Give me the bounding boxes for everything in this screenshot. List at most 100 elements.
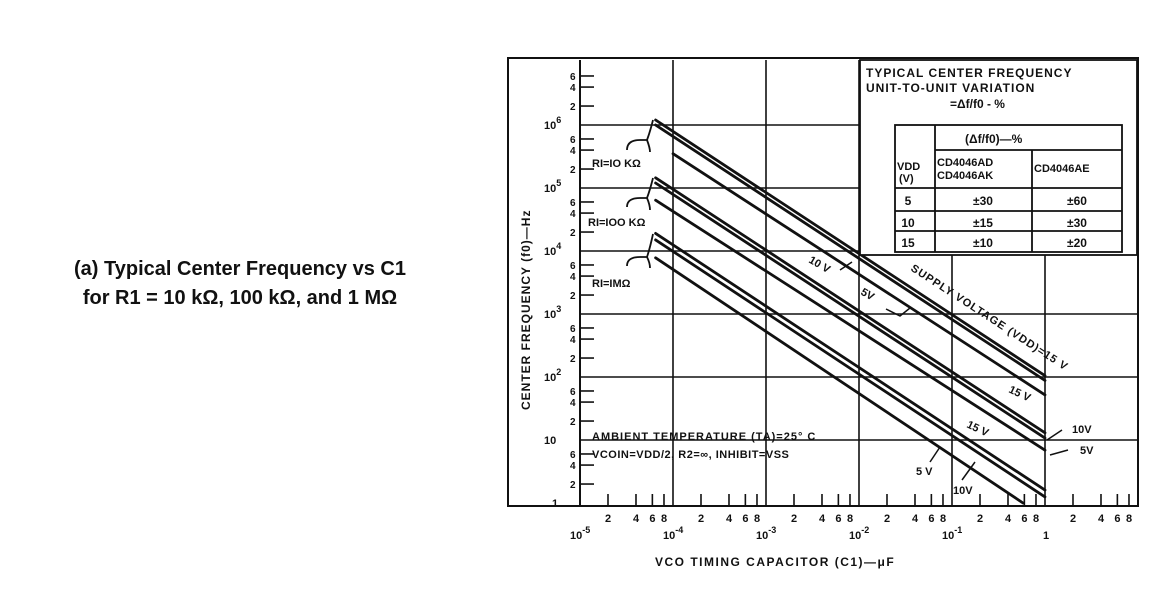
y-major-tick-label: 104 — [544, 241, 561, 258]
y-minor-tick-label: 4 — [570, 461, 576, 472]
table-cell-ae: ±30 — [1067, 216, 1087, 230]
series-line-3 — [671, 152, 1047, 397]
y-minor-tick-label: 4 — [570, 83, 576, 94]
table-title-2: UNIT-TO-UNIT VARIATION — [866, 81, 1035, 95]
tick-exponent: -2 — [861, 525, 869, 535]
x-axis-label: VCO TIMING CAPACITOR (C1)—μF — [655, 555, 895, 569]
annotation-10v-low: 10V — [953, 485, 973, 497]
x-minor-tick-label: 8 — [1033, 513, 1039, 525]
x-minor-tick-label: 4 — [912, 513, 919, 525]
x-minor-tick-label: 6 — [835, 513, 841, 525]
x-minor-tick-label: 2 — [698, 513, 704, 525]
y-minor-tick-label: 6 — [570, 450, 576, 461]
y-minor-tick-label: 4 — [570, 272, 576, 283]
tick-exponent: -1 — [954, 525, 962, 535]
x-major-tick-label: 10-1 — [942, 525, 962, 542]
table-cell-vdd: 10 — [901, 216, 915, 230]
x-minor-tick-label: 6 — [928, 513, 934, 525]
y-minor-tick-label: 4 — [570, 146, 576, 157]
figure-caption: (a) Typical Center Frequency vs C1 for R… — [20, 255, 460, 313]
caption-line-2: for R1 = 10 kΩ, 100 kΩ, and 1 MΩ — [82, 287, 398, 309]
table-col-ae: CD4046AE — [1034, 163, 1090, 175]
table-col-adak-2: CD4046AK — [937, 170, 993, 182]
x-minor-tick-label: 2 — [791, 513, 797, 525]
y-minor-tick-label: 4 — [570, 398, 576, 409]
group-label-10k: RI=IO KΩ — [592, 158, 641, 170]
series-line-8 — [654, 238, 1047, 499]
series-line-9 — [654, 256, 1025, 505]
x-major-tick-label: 10-4 — [663, 525, 683, 542]
y-minor-tick-label: 6 — [570, 72, 576, 83]
table-cell-vdd: 5 — [905, 194, 912, 208]
annotation-10v-right: 10V — [1072, 424, 1092, 436]
table-cell-adak: ±10 — [973, 236, 993, 250]
annotation-15v-mid: 15 V — [1007, 384, 1033, 405]
x-major-tick-label: 10-2 — [849, 525, 869, 542]
bracket-100k — [626, 177, 654, 211]
y-minor-tick-label: 2 — [570, 480, 576, 491]
x-minor-tick-label: 8 — [1126, 513, 1132, 525]
x-minor-tick-label: 2 — [884, 513, 890, 525]
variation-table: TYPICAL CENTER FREQUENCY UNIT-TO-UNIT VA… — [859, 59, 1138, 256]
table-col-adak-1: CD4046AD — [937, 157, 993, 169]
series-lines — [654, 118, 1047, 505]
group-label-1m: RI=IMΩ — [592, 278, 631, 290]
bracket-10k — [626, 119, 654, 153]
y-minor-tick-label: 4 — [570, 209, 576, 220]
annotation-5v-upper: 5V — [859, 286, 877, 303]
caption-line-1: (a) Typical Center Frequency vs C1 — [74, 258, 406, 280]
series-line-7 — [654, 232, 1047, 492]
table-col-vdd-unit: (V) — [899, 173, 914, 185]
y-minor-tick-label: 4 — [570, 335, 576, 346]
annotation-5v-right: 5V — [1080, 445, 1094, 457]
y-major-tick-label: 102 — [544, 367, 561, 384]
annotation-10v-upper: 10 V — [807, 254, 833, 276]
y-major-tick-label: 105 — [544, 178, 561, 195]
x-major-tick-label: 1 — [1043, 530, 1049, 542]
annotation-leaders — [839, 261, 1069, 481]
y-minor-tick-label: 2 — [570, 354, 576, 365]
table-header: (Δf/f0)—% — [965, 132, 1023, 146]
x-major-tick-label: 10-5 — [570, 525, 590, 542]
x-minor-tick-label: 8 — [940, 513, 946, 525]
y-minor-tick-label: 6 — [570, 135, 576, 146]
table-title-3: =Δf/f0 - % — [950, 97, 1005, 111]
y-minor-tick-label: 6 — [570, 261, 576, 272]
x-minor-tick-label: 8 — [661, 513, 667, 525]
annotation-15v-low: 15 V — [965, 419, 991, 440]
tick-exponent: 4 — [556, 241, 561, 251]
x-minor-tick-label: 6 — [1114, 513, 1120, 525]
series-line-6 — [654, 198, 1047, 452]
x-minor-tick-label: 4 — [633, 513, 640, 525]
y-minor-tick-label: 6 — [570, 198, 576, 209]
series-line-2 — [654, 123, 1047, 382]
tick-exponent: 3 — [556, 304, 561, 314]
y-minor-tick-label: 2 — [570, 291, 576, 302]
x-minor-tick-label: 4 — [1098, 513, 1105, 525]
x-major-tick-label: 10-3 — [756, 525, 776, 542]
conditions-note: VCOIN=VDD/2, R2=∞, INHIBIT=VSS — [592, 449, 789, 461]
series-line-5 — [654, 181, 1047, 440]
table-col-vdd: VDD — [897, 161, 920, 173]
x-minor-tick-label: 4 — [726, 513, 733, 525]
x-minor-tick-label: 2 — [1070, 513, 1076, 525]
annotation-5v-low: 5 V — [916, 466, 933, 478]
plot-frame — [507, 57, 1139, 507]
x-minor-tick-label: 6 — [742, 513, 748, 525]
table-cell-adak: ±15 — [973, 216, 993, 230]
group-label-100k: RI=IOO KΩ — [588, 217, 646, 229]
series-line-4 — [654, 176, 1047, 435]
table-cell-ae: ±60 — [1067, 194, 1087, 208]
y-minor-tick-label: 6 — [570, 324, 576, 335]
table-cell-adak: ±30 — [973, 194, 993, 208]
x-minor-tick-label: 8 — [847, 513, 853, 525]
x-minor-tick-label: 4 — [819, 513, 826, 525]
tick-exponent: 2 — [556, 367, 561, 377]
y-minor-tick-label: 6 — [570, 387, 576, 398]
y-minor-tick-label: 2 — [570, 165, 576, 176]
x-minor-tick-label: 6 — [1021, 513, 1027, 525]
group-brackets — [626, 119, 654, 269]
y-major-tick-label: 106 — [544, 115, 561, 132]
